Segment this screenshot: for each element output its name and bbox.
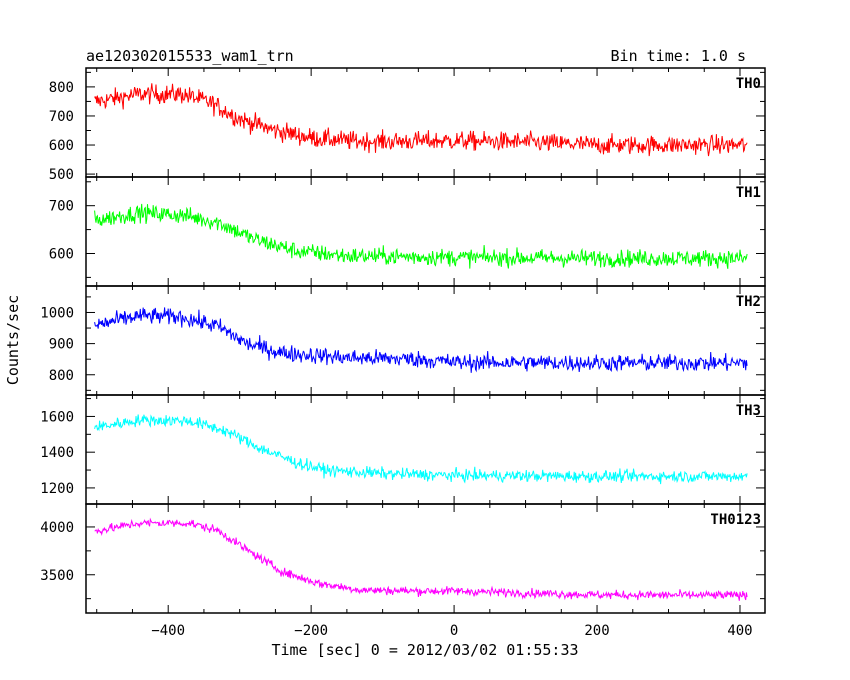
y-tick-label: 3500: [40, 568, 74, 584]
panel-label-th0: TH0: [736, 76, 761, 92]
series-line-th1: [94, 203, 748, 269]
x-tick-label: 200: [584, 623, 609, 639]
y-axis-label: Counts/sec: [4, 295, 22, 385]
x-tick-label: 400: [727, 623, 752, 639]
chart-title: ae120302015533_wam1_trn: [86, 47, 294, 65]
panel-frame: [85, 285, 766, 396]
x-axis: −400 −200 0 200 400: [151, 623, 752, 639]
series-line-th2: [94, 307, 748, 373]
panel-frame: [85, 394, 766, 505]
panel-label-th2: TH2: [736, 294, 761, 310]
panels-group: 500 600 700 800 TH0 600 700 TH1 800 900 1000 TH2 120…: [40, 67, 766, 614]
panel-label-th0123: TH0123: [710, 512, 761, 528]
y-tick-label: 800: [49, 368, 74, 384]
x-tick-label: 0: [450, 623, 458, 639]
y-tick-label: 1600: [40, 409, 74, 425]
panel-frame: [85, 503, 766, 614]
x-axis-label: Time [sec] 0 = 2012/03/02 01:55:33: [271, 641, 578, 659]
panel-frame: [85, 176, 766, 287]
y-tick-label: 800: [49, 80, 74, 96]
series-line-th0123: [94, 517, 748, 601]
x-tick-label: −400: [151, 623, 185, 639]
y-tick-label: 700: [49, 109, 74, 125]
y-tick-label: 700: [49, 199, 74, 215]
panel-label-th3: TH3: [736, 403, 761, 419]
y-tick-label: 1000: [40, 305, 74, 321]
y-tick-label: 900: [49, 337, 74, 353]
panel-th0123: 3500 4000 TH0123: [40, 503, 766, 614]
x-tick-label: −200: [294, 623, 328, 639]
y-tick-label: 4000: [40, 520, 74, 536]
y-tick-label: 600: [49, 246, 74, 262]
y-tick-label: 600: [49, 138, 74, 154]
y-tick-label: 1200: [40, 481, 74, 497]
y-tick-label: 500: [49, 167, 74, 183]
bin-time-label: Bin time: 1.0 s: [611, 47, 746, 65]
y-tick-label: 1400: [40, 445, 74, 461]
series-line-th0: [94, 83, 748, 157]
series-line-th3: [94, 414, 748, 485]
panel-th3: 1200 1400 1600 TH3: [40, 394, 766, 505]
panel-th1: 600 700 TH1: [49, 176, 766, 287]
panel-th0: 500 600 700 800 TH0: [49, 67, 766, 183]
panel-th2: 800 900 1000 TH2: [40, 285, 766, 396]
panel-frame: [85, 67, 766, 178]
panel-label-th1: TH1: [736, 185, 761, 201]
